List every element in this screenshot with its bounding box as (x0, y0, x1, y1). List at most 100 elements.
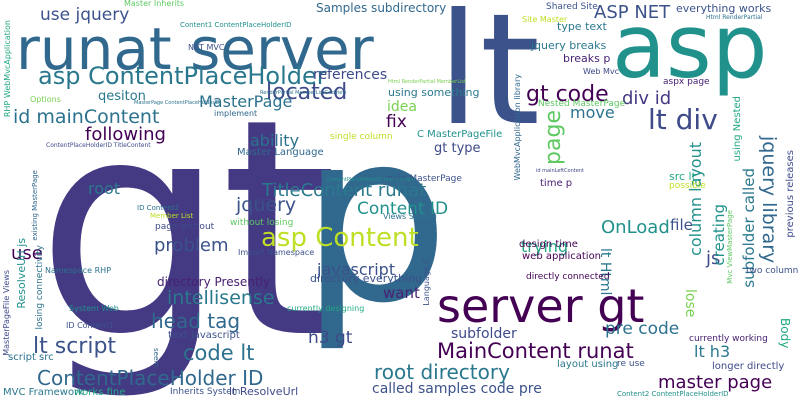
word-references: references (313, 67, 388, 83)
word-using-nested: using Nested (732, 96, 743, 162)
word-losing-connectivity: losing connectivity (35, 245, 45, 330)
word-located: located (266, 80, 348, 105)
word-gt: gt (36, 55, 338, 400)
word-import-namespace: Import Namespace (238, 248, 315, 257)
word-breaks-p: breaks p (563, 52, 611, 65)
word-renderpartial-memberlistgridview: RenderPartial MemberListGridview (260, 90, 347, 96)
word-lt-div: lt div (648, 103, 718, 136)
word-web-mvc: Web Mvc (583, 67, 620, 76)
word-lt-resolveurl: lt ResolveUrl (229, 385, 299, 398)
word-asp: asp (612, 0, 768, 98)
word-shared-site: Shared Site (546, 2, 598, 12)
word-directory-presently: directory Presently (157, 275, 270, 289)
word-creating: creating (710, 204, 728, 266)
word-existing-masterpage: existing MasterPage (31, 170, 39, 241)
word-type-text: type text (557, 20, 607, 33)
word-longer-directly: longer directly (712, 361, 785, 372)
word-re-use: re use (617, 359, 645, 369)
word-runat-server: runat server (16, 15, 374, 83)
word-implement: implement (214, 109, 258, 118)
word-inherits-system: Inherits System (170, 387, 241, 397)
word-two-column: two column (746, 266, 799, 276)
word-lt: lt (437, 0, 541, 160)
word-qesiton: qesiton (98, 89, 146, 104)
word-member-list: Member List (150, 212, 194, 220)
word-column-layout: column layout (686, 142, 705, 256)
word-head-tag: head tag (151, 309, 241, 333)
word-without-losing: without losing (230, 218, 294, 228)
word-onload: OnLoad (601, 217, 670, 238)
word-directory-everything: directory everything (310, 272, 423, 285)
word-root: root (88, 179, 121, 198)
word-html-renderpartial: Html RenderPartial (706, 14, 763, 21)
word-ability: ability (250, 131, 300, 150)
word-namespace-rhp: Namespace RHP (45, 266, 112, 275)
word-want: want (383, 284, 420, 302)
word-possible: possible (669, 181, 706, 191)
word-subfolder: subfolder (451, 326, 517, 342)
word-masterpage-contentplaceholderid: MasterPage ContentPlaceHolderID (134, 100, 220, 106)
word-masterpagefile-views: MasterPageFile Views (2, 270, 11, 356)
word-jquery: jquery (236, 194, 297, 216)
word-pre-code: pre code (605, 319, 680, 339)
word-main-masterpage: main MasterPage (384, 174, 462, 184)
word-nested-masterpage: Nested MasterPage (538, 99, 626, 109)
word-asp-contentplaceholder: asp ContentPlaceHolder (38, 62, 327, 90)
word-master-language: Master Language (237, 147, 324, 158)
word-problem: problem (154, 235, 229, 256)
word-following: following (85, 124, 166, 145)
word-body: Body (778, 318, 792, 349)
word-h3-gt: h3 gt (308, 328, 353, 348)
word-trying: trying (521, 237, 569, 256)
word-script-src: script src (8, 352, 54, 363)
word-maincontent-runat: MainContent runat (437, 339, 634, 363)
word-web-application: web application (522, 251, 602, 262)
word-contentplaceholder-id: ContentPlaceHolder ID (37, 366, 264, 390)
word-root-directory: root directory (374, 360, 510, 384)
word-contentplaceholderid-titlecontent: ContentPlaceHolderID TitleContent (46, 142, 151, 149)
word-div-id: div id (622, 88, 672, 109)
word-idea: idea (387, 99, 417, 115)
word-use-jquery: use jquery (40, 5, 130, 25)
word-options: Options (30, 95, 61, 104)
word-content2-contentplaceholderid: Content2 ContentPlaceHolderID (617, 390, 729, 398)
word-move: move (570, 103, 615, 122)
word-using-something: using something (388, 86, 480, 99)
word-id-content1: ID Content1 (66, 321, 114, 330)
word-id-mainleftcontent: id mainLeftContent (536, 168, 584, 174)
word-currently-designing: currently designing (287, 304, 365, 313)
word-master-page: master page (658, 372, 773, 393)
word-gt-code: gt code (526, 82, 609, 107)
word-lt-script: lt script (33, 334, 117, 359)
word-id-maincontent: id mainContent (13, 106, 160, 128)
word-page-without: page without (155, 222, 215, 232)
word-masterpage: MasterPage (199, 92, 293, 111)
word-titlecontent-runat: TitleContent runat (262, 180, 427, 201)
word-site-master: Site Master (522, 15, 568, 24)
word-system-web: System Web (69, 304, 119, 313)
word-mvc-viewmasterpage: Mvc ViewMasterPage (726, 210, 734, 284)
word-js: js (706, 248, 721, 269)
word-mvc-framework: MVC Framework (3, 387, 84, 398)
word-design-time: design time (519, 239, 578, 250)
word-asp-net: ASP NET (594, 2, 671, 23)
word-lt-html: lt Html (597, 248, 613, 296)
word-works-fine: works fine (74, 387, 126, 398)
word-server-gt: server gt (437, 279, 645, 333)
word-seem: seem (152, 348, 160, 368)
word-resolveurl-js: ResolveUrl js (15, 238, 28, 309)
word-called-samples-code-pre: called samples code pre (372, 381, 542, 397)
word-asp-content: asp Content (261, 223, 419, 253)
word-time-p: time p (540, 178, 573, 189)
word-master-inherits: Master Inherits (124, 0, 185, 8)
word-content-id: Content ID (357, 199, 449, 219)
word-everything-works: everything works (676, 2, 772, 15)
word-html-renderpartial-memberlist: Html RenderPartial MemberList (388, 79, 466, 85)
word-use: use (11, 243, 43, 264)
word-id-content2: ID Content2 (137, 204, 179, 212)
word-text-javascript: text javascript (168, 330, 240, 341)
word-samples-subdirectory: Samples subdirectory (316, 1, 447, 15)
word-views-shared: Views Shared (383, 212, 437, 221)
word-src-lt: src lt (669, 170, 696, 183)
word-rc2: RC2 (256, 198, 272, 207)
